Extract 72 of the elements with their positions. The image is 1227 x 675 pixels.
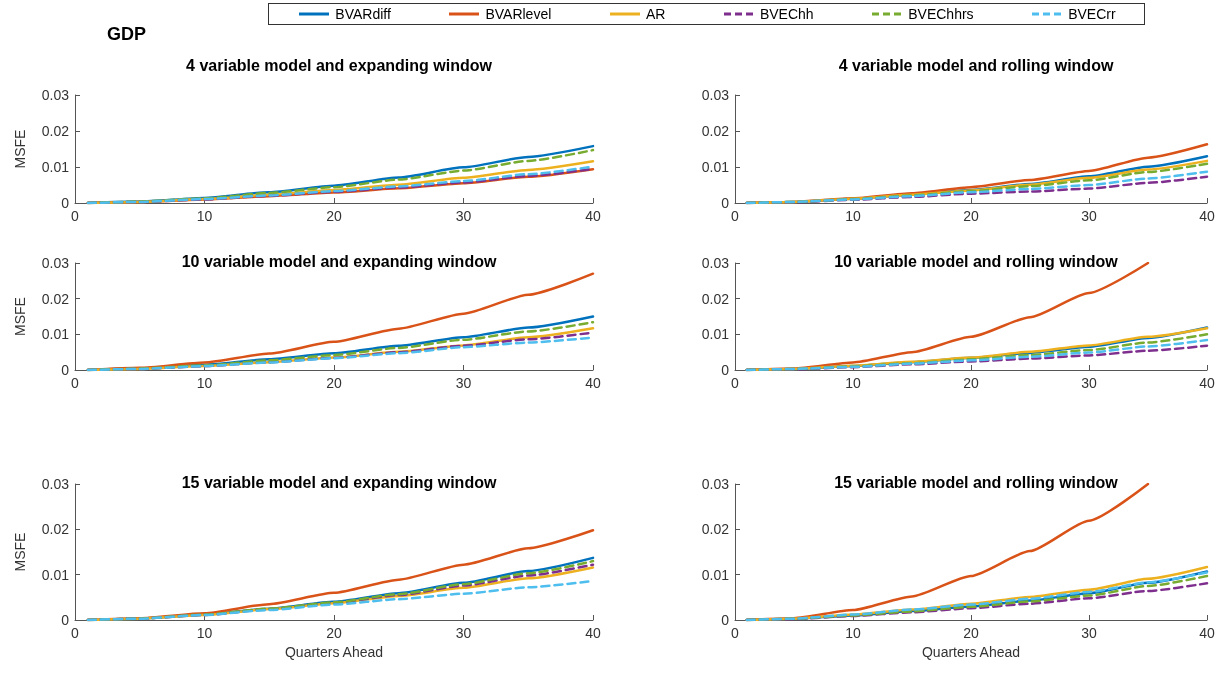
x-tick-label: 40 — [585, 375, 601, 391]
y-tick-label: 0.01 — [701, 326, 730, 343]
y-tick-label: 0.03 — [701, 255, 730, 271]
x-tick-label: 40 — [585, 625, 601, 641]
x-tick-label: 0 — [71, 375, 80, 391]
chart-title: 15 variable model and expanding window — [181, 473, 497, 491]
x-tick-label: 10 — [196, 625, 213, 641]
y-tick-label: 0.01 — [41, 159, 70, 175]
y-tick-label: 0.02 — [701, 521, 730, 538]
chart-title: 4 variable model and rolling window — [838, 56, 1114, 74]
x-tick-label: 10 — [196, 208, 213, 224]
chart-title: 10 variable model and expanding window — [181, 252, 497, 270]
x-tick-label: 0 — [731, 208, 740, 224]
text: GDP — [107, 24, 147, 45]
y-tick-label: 0.02 — [41, 521, 70, 538]
x-tick-label: 0 — [71, 625, 80, 641]
legend-label: BVARlevel — [485, 6, 552, 22]
y-tick-label: 0.03 — [41, 255, 70, 271]
x-tick-label: 30 — [1081, 208, 1097, 224]
chart-title: 4 variable model and expanding window — [186, 56, 493, 74]
x-tick-label: 40 — [1199, 625, 1215, 641]
legend-label: BVEChhrs — [908, 6, 974, 22]
x-tick-label: 30 — [1081, 375, 1097, 391]
y-tick-label: 0.02 — [701, 290, 730, 307]
y-tick-label: 0.02 — [41, 290, 70, 307]
x-axis-title: Quarters Ahead — [921, 643, 1021, 660]
y-tick-label: 0.02 — [701, 123, 730, 139]
x-tick-label: 10 — [845, 375, 861, 391]
x-tick-label: 0 — [731, 625, 740, 641]
x-tick-label: 10 — [845, 208, 861, 224]
y-axis-title: MSFE — [12, 129, 28, 169]
x-tick-label: 40 — [1199, 375, 1215, 391]
legend-label: BVEChh — [759, 6, 814, 22]
x-tick-label: 20 — [963, 208, 979, 224]
x-tick-label: 0 — [731, 375, 740, 391]
x-tick-label: 30 — [455, 625, 472, 641]
y-tick-label: 0 — [721, 612, 730, 628]
legend-label: AR — [645, 6, 666, 22]
y-tick-label: 0.01 — [701, 566, 730, 583]
x-tick-label: 20 — [963, 375, 979, 391]
x-tick-label: 40 — [585, 208, 601, 224]
legend-label: BVECrr — [1068, 6, 1116, 22]
y-tick-label: 0.03 — [701, 87, 730, 103]
y-tick-label: 0.03 — [41, 87, 70, 103]
y-tick-label: 0.01 — [41, 326, 70, 343]
y-tick-label: 0.02 — [41, 123, 70, 139]
x-tick-label: 20 — [963, 625, 979, 641]
x-axis-title: Quarters Ahead — [284, 643, 384, 660]
x-tick-label: 40 — [1199, 208, 1215, 224]
y-tick-label: 0 — [61, 612, 70, 628]
y-tick-label: 0.01 — [41, 566, 70, 583]
x-tick-label: 20 — [326, 375, 342, 391]
x-tick-label: 20 — [326, 625, 342, 641]
x-tick-label: 30 — [1081, 625, 1097, 641]
y-axis-title: MSFE — [12, 532, 28, 572]
y-tick-label: 0 — [721, 195, 730, 211]
x-tick-label: 20 — [326, 208, 342, 224]
y-tick-label: 0 — [61, 362, 70, 378]
legend-label: BVARdiff — [335, 6, 391, 22]
y-axis-title: MSFE — [12, 297, 28, 336]
x-tick-label: 10 — [845, 625, 861, 641]
x-tick-label: 0 — [71, 208, 80, 224]
y-tick-label: 0.03 — [41, 476, 70, 492]
x-tick-label: 30 — [455, 375, 472, 391]
chart-title: 15 variable model and rolling window — [834, 473, 1119, 491]
chart-title: 10 variable model and rolling window — [834, 252, 1119, 270]
y-tick-label: 0 — [61, 195, 70, 211]
y-tick-label: 0.03 — [701, 476, 730, 492]
y-tick-label: 0.01 — [701, 159, 730, 175]
x-tick-label: 30 — [455, 208, 472, 224]
y-tick-label: 0 — [721, 362, 730, 378]
x-tick-label: 10 — [196, 375, 213, 391]
